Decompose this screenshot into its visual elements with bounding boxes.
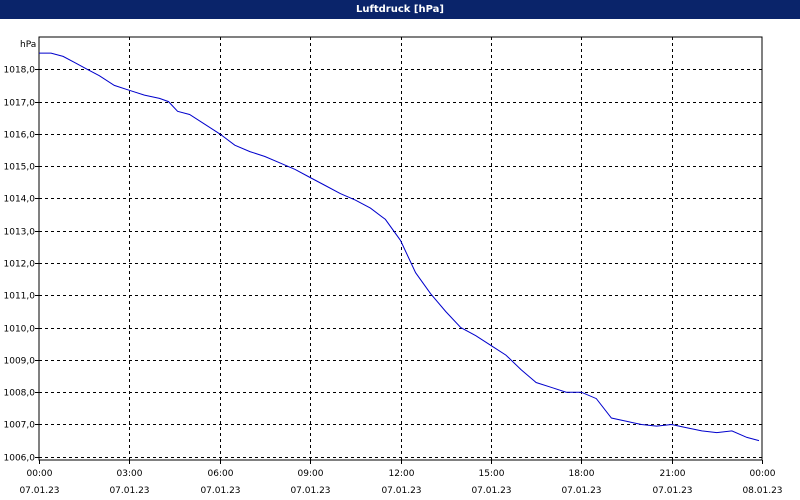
- series-layer: [39, 52, 760, 442]
- x-tick-date-label: 07.01.23: [19, 486, 59, 496]
- y-tick-label: 1007,0: [4, 421, 36, 431]
- tick-layer: 1006,0 1007,0 1008,0 1009,0 1010,0 1011,0 1012…: [4, 66, 783, 497]
- x-tick-time-label: 06:00: [208, 469, 234, 479]
- x-tick-time-label: 00:00: [750, 469, 776, 479]
- x-tick-time-label: 09:00: [298, 469, 324, 479]
- y-tick-label: 1010,0: [4, 325, 36, 335]
- y-tick-label: 1013,0: [4, 228, 36, 238]
- x-tick-date-label: 07.01.23: [471, 486, 511, 496]
- x-tick-time-label: 18:00: [569, 469, 595, 479]
- x-tick-date-label: 08.01.23: [742, 486, 782, 496]
- x-tick-date-label: 07.01.23: [561, 486, 601, 496]
- y-tick-label: 1012,0: [4, 260, 36, 270]
- x-tick-date-label: 07.01.23: [652, 486, 692, 496]
- y-tick-label: 1009,0: [4, 357, 36, 367]
- x-tick-date-label: 07.01.23: [381, 486, 421, 496]
- y-axis-unit-label: hPa: [20, 40, 36, 50]
- y-tick-label: 1017,0: [4, 99, 36, 109]
- x-tick-time-label: 15:00: [479, 469, 505, 479]
- x-tick-time-label: 00:00: [27, 469, 53, 479]
- y-tick-label: 1006,0: [4, 454, 36, 464]
- x-tick-time-label: 21:00: [660, 469, 686, 479]
- x-tick-time-label: 12:00: [389, 469, 415, 479]
- y-tick-label: 1016,0: [4, 131, 36, 141]
- grid-layer: [39, 37, 762, 460]
- y-tick-label: 1015,0: [4, 163, 36, 173]
- plot-area: [38, 36, 763, 461]
- window-title: Luftdruck [hPa]: [0, 0, 800, 19]
- y-tick-label: 1011,0: [4, 292, 36, 302]
- y-tick-label: 1018,0: [4, 66, 36, 76]
- y-tick-label: 1008,0: [4, 389, 36, 399]
- x-tick-date-label: 07.01.23: [200, 486, 240, 496]
- x-tick-time-label: 03:00: [117, 469, 143, 479]
- y-tick-label: 1014,0: [4, 195, 36, 205]
- x-tick-date-label: 07.01.23: [290, 486, 330, 496]
- x-tick-date-label: 07.01.23: [109, 486, 149, 496]
- pressure-series-line: [39, 52, 760, 442]
